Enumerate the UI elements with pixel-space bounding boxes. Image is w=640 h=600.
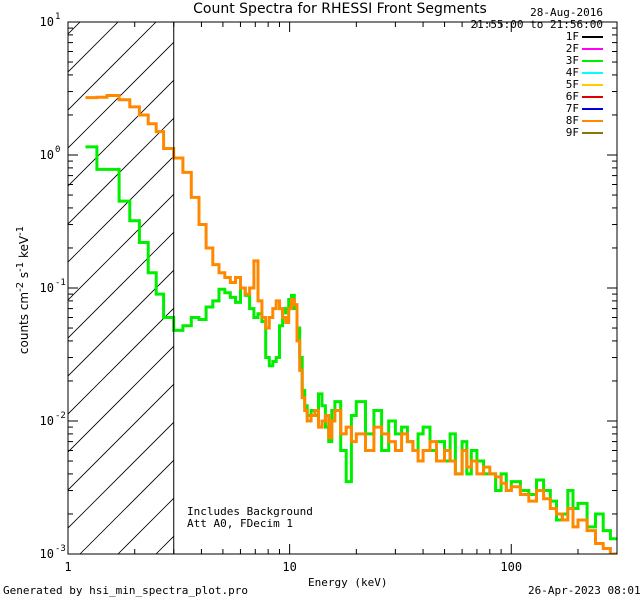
legend-label: 2F <box>565 42 579 55</box>
x-tick-label: 10 <box>282 560 296 574</box>
legend-swatch <box>582 60 603 62</box>
legend-swatch <box>582 48 603 50</box>
legend-swatch <box>582 36 603 38</box>
legend-label: 7F <box>565 102 579 115</box>
legend-label: 8F <box>565 114 579 127</box>
y-tick-label: 10 <box>40 148 54 162</box>
y-tick-label: 10 <box>40 547 54 561</box>
legend-label: 6F <box>565 90 579 103</box>
legend-entry-8F: 8F <box>471 115 603 127</box>
legend-swatch <box>582 72 603 74</box>
legend-swatch <box>582 96 603 98</box>
legend-entry-4F: 4F <box>471 67 603 79</box>
annotation-background: Includes Background <box>187 505 313 518</box>
legend-date: 28-Aug-2016 <box>530 6 603 19</box>
y-tick-exponent: -3 <box>55 544 66 554</box>
legend-swatch <box>582 120 603 122</box>
y-tick-label: 10 <box>40 15 54 29</box>
legend-label: 9F <box>565 126 579 139</box>
y-tick-exponent: -1 <box>55 278 66 288</box>
x-tick-label: 100 <box>500 560 522 574</box>
x-axis-label: Energy (keV) <box>308 576 388 589</box>
legend-entry-1F: 1F <box>471 31 603 43</box>
y-tick-label: 10 <box>40 414 54 428</box>
y-tick-exponent: 1 <box>55 12 60 22</box>
y-tick-exponent: 0 <box>55 145 60 155</box>
y-axis-label: counts cm-2 s-1 keV-1 <box>15 225 31 355</box>
chart-title: Count Spectra for RHESSI Front Segments <box>193 1 487 17</box>
y-tick-label: 10 <box>40 281 54 295</box>
legend-swatch <box>582 84 603 86</box>
footer-generated: Generated by hsi_min_spectra_plot.pro <box>3 584 249 597</box>
legend-entry-5F: 5F <box>471 79 603 91</box>
legend-swatch <box>582 108 603 110</box>
series-8F <box>85 94 617 554</box>
legend-label: 4F <box>565 66 579 79</box>
legend-label: 5F <box>565 78 579 91</box>
x-tick-label: 1 <box>64 560 71 574</box>
legend-label: 3F <box>565 54 579 67</box>
legend-entry-2F: 2F <box>471 43 603 55</box>
legend-label: 1F <box>565 30 579 43</box>
annotation-attenuator: Att A0, FDecim 1 <box>187 517 293 530</box>
legend: 28-Aug-2016 21:55:00 to 21:56:00 1F 2F 3F 4… <box>471 7 603 139</box>
legend-entry-9F: 9F <box>471 127 603 139</box>
footer-timestamp: 26-Apr-2023 08:01 <box>528 584 640 597</box>
legend-entry-7F: 7F <box>471 103 603 115</box>
legend-time-range: 21:55:00 to 21:56:00 <box>470 18 603 31</box>
y-tick-exponent: -2 <box>55 411 66 421</box>
legend-swatch <box>582 132 603 134</box>
legend-entry-3F: 3F <box>471 55 603 67</box>
legend-entry-6F: 6F <box>471 91 603 103</box>
series-3F <box>85 145 617 541</box>
